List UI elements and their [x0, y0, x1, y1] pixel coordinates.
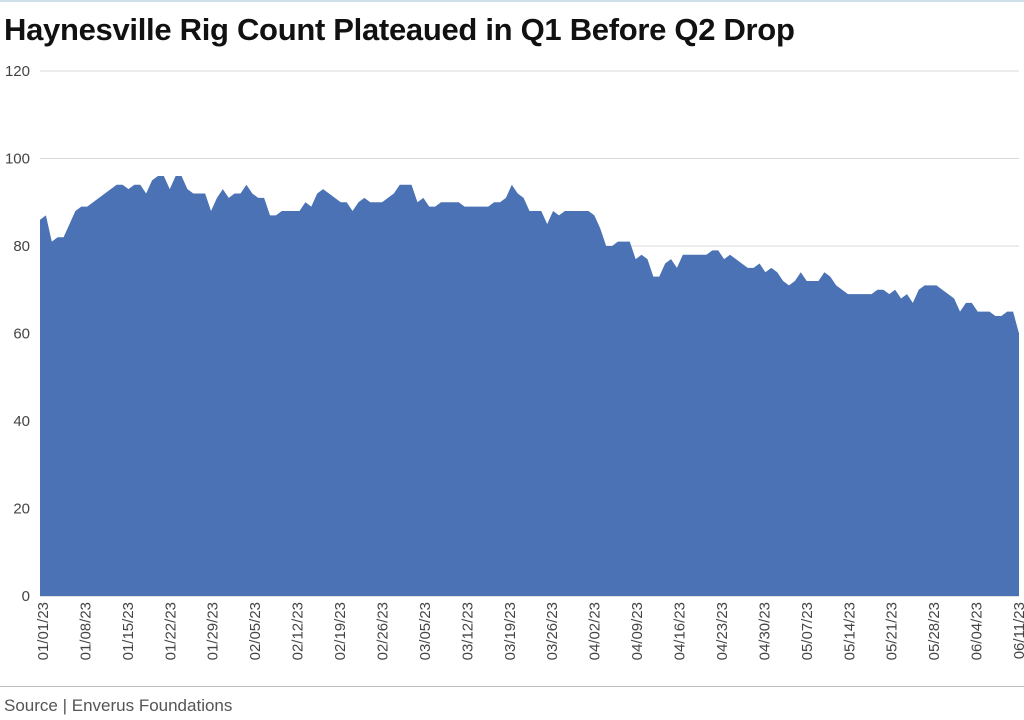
- x-tick-label: 01/29/23: [205, 602, 222, 660]
- x-tick-label: 04/23/23: [714, 602, 731, 660]
- y-tick-label: 80: [13, 238, 30, 255]
- x-tick-label: 06/11/23: [1011, 602, 1024, 659]
- chart-title: Haynesville Rig Count Plateaued in Q1 Be…: [4, 12, 795, 47]
- x-tick-label: 02/26/23: [375, 602, 392, 660]
- top-rule: [0, 0, 1024, 2]
- x-tick-label: 04/09/23: [629, 602, 646, 660]
- x-tick-label: 05/21/23: [884, 602, 901, 660]
- x-tick-label: 05/28/23: [926, 602, 943, 660]
- x-tick-label: 03/12/23: [459, 602, 476, 660]
- y-tick-label: 40: [13, 413, 30, 430]
- x-tick-label: 04/16/23: [672, 602, 689, 660]
- area-chart: 0 20 40 60 80 100 120 01/01/23 01/08/23 01/15/23 0…: [5, 63, 1024, 660]
- x-tick-label: 02/19/23: [332, 602, 349, 660]
- x-tick-label: 05/14/23: [841, 602, 858, 660]
- x-tick-label: 04/30/23: [756, 602, 773, 660]
- y-tick-label: 100: [5, 151, 30, 168]
- y-tick-label: 0: [22, 588, 30, 605]
- source-divider: [0, 686, 1024, 687]
- y-tick-label: 120: [5, 63, 30, 80]
- y-tick-label: 60: [13, 326, 30, 343]
- x-tick-label: 06/04/23: [969, 602, 986, 660]
- x-tick-label: 03/05/23: [417, 602, 434, 660]
- source-note: Source | Enverus Foundations: [4, 696, 233, 715]
- x-tick-label: 01/22/23: [162, 602, 179, 660]
- x-tick-label: 03/26/23: [544, 602, 561, 660]
- x-tick-label: 01/08/23: [77, 602, 94, 660]
- area-series: [40, 176, 1019, 596]
- x-tick-label: 01/15/23: [120, 602, 137, 660]
- chart-area: 0 20 40 60 80 100 120 01/01/23 01/08/23 01/15/23 0…: [0, 55, 1024, 685]
- x-tick-label: 03/19/23: [502, 602, 519, 660]
- y-tick-label: 20: [13, 501, 30, 518]
- x-tick-label: 04/02/23: [587, 602, 604, 660]
- x-tick-label: 05/07/23: [799, 602, 816, 660]
- x-tick-label: 02/12/23: [290, 602, 307, 660]
- x-tick-label: 02/05/23: [247, 602, 264, 660]
- x-tick-label: 01/01/23: [35, 602, 52, 660]
